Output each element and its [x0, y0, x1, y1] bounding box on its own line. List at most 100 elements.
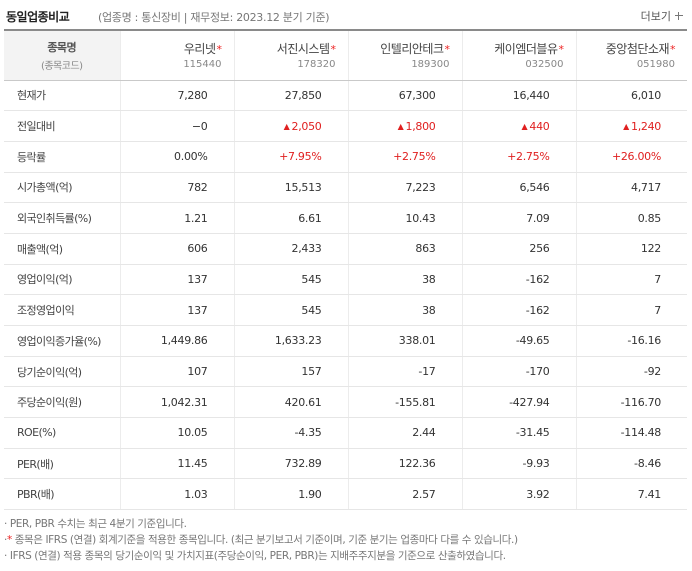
cell-value: 1,449.86 [119, 325, 234, 357]
more-label[interactable]: 더보기 [640, 10, 671, 23]
row-label: 외국인취득률(%) [4, 202, 120, 234]
section-title: 동일업종비교 [6, 10, 70, 24]
triangle-up-icon: ▲ [283, 121, 290, 131]
company-header: 중앙첨단소재* 051980 [575, 30, 687, 81]
cell-value: 7,223 [347, 172, 462, 204]
row-label: 현재가 [4, 80, 120, 112]
footnote-ifrs-text: 종목은 IFRS (연결) 회계기준을 적용한 종목입니다. (최근 분기보고서… [11, 534, 518, 546]
row-label: ROE(%) [4, 417, 120, 449]
cell-value: 137 [119, 294, 234, 326]
footnote-controlling: · IFRS (연결) 적용 종목의 당기순이익 및 가치지표(주당순이익, P… [4, 550, 506, 562]
company-code: 051980 [636, 59, 675, 71]
cell-value: +2.75% [347, 141, 462, 173]
cell-value: 545 [233, 264, 348, 296]
cell-value: ▲ 1,800 [347, 110, 462, 142]
cell-value: 2.44 [347, 417, 462, 449]
cell-value: -114.48 [575, 417, 687, 449]
cell-value: -92 [575, 356, 687, 388]
cell-value: -9.93 [461, 448, 576, 480]
company-name-link[interactable]: 인텔리안테크 [380, 42, 444, 57]
ifrs-star: * [670, 43, 676, 57]
footnote-ifrs: ·* 종목은 IFRS (연결) 회계기준을 적용한 종목입니다. (최근 분기… [4, 532, 688, 548]
table-row: 등락률 0.00% +7.95% +2.75% +2.75% +26.00% [4, 141, 687, 173]
company-code: 178320 [297, 59, 336, 71]
cell-value: 606 [119, 233, 234, 265]
cell-value: 7,280 [119, 80, 234, 112]
table-row: 전일대비 −0 ▲ 2,050 ▲ 1,800 ▲ 440 ▲ 1,240 [4, 110, 687, 142]
cell-value: 137 [119, 264, 234, 296]
row-label: PER(배) [4, 448, 120, 480]
plus-icon[interactable] [674, 11, 684, 21]
company-name-link[interactable]: 케이엠더블유 [494, 42, 558, 57]
table-row: PBR(배) 1.03 1.90 2.57 3.92 7.41 [4, 478, 687, 511]
cell-value: -155.81 [347, 386, 462, 419]
row-label: 주당순이익(원) [4, 386, 120, 419]
company-name-link[interactable]: 우리넷 [183, 42, 216, 57]
section-header: 동일업종비교 (업종명 : 통신장비 | 재무정보: 2023.12 분기 기준… [6, 6, 686, 24]
cell-value: -17 [347, 356, 462, 388]
row-label: 매출액(억) [4, 233, 120, 265]
cell-value: 16,440 [461, 80, 576, 112]
ifrs-star: * [444, 43, 451, 57]
cell-value: −0 [119, 110, 234, 142]
cell-value: 15,513 [233, 172, 348, 204]
peer-comparison-table: 종목명 (종목코드) 우리넷* 115440 서진시스템* 178320 인텔리… [4, 29, 687, 511]
table-header-row: 종목명 (종목코드) 우리넷* 115440 서진시스템* 178320 인텔리… [4, 30, 687, 81]
cell-value: -8.46 [575, 448, 687, 480]
cell-value: -162 [461, 264, 576, 296]
company-name-link[interactable]: 서진시스템 [276, 42, 330, 57]
company-code: 189300 [411, 59, 450, 71]
cell-value: ▲ 2,050 [233, 110, 348, 142]
cell-value: 38 [347, 264, 462, 296]
cell-value: 1.21 [119, 202, 234, 234]
cell-value: -162 [461, 294, 576, 326]
cell-value: 782 [119, 172, 234, 204]
company-header: 인텔리안테크* 189300 [347, 30, 462, 81]
cell-value: +2.75% [461, 141, 576, 173]
company-code: 115440 [183, 59, 222, 71]
cell-value: 863 [347, 233, 462, 265]
cell-value: 11.45 [119, 448, 234, 480]
cell-value: +26.00% [575, 141, 687, 173]
cell-value: 157 [233, 356, 348, 388]
cell-value: 1.90 [233, 478, 348, 511]
table-row: 조정영업이익 137 545 38 -162 7 [4, 294, 687, 326]
cell-value: 122.36 [347, 448, 462, 480]
company-header: 서진시스템* 178320 [233, 30, 348, 81]
stub-header-name: 종목명 [47, 40, 77, 54]
cell-value: 7.09 [461, 202, 576, 234]
stub-header: 종목명 (종목코드) [4, 30, 120, 81]
company-name-link[interactable]: 중앙첨단소재 [605, 42, 670, 57]
cell-value: 420.61 [233, 386, 348, 419]
cell-value: +7.95% [233, 141, 348, 173]
table-row: 당기순이익(억) 107 157 -17 -170 -92 [4, 356, 687, 388]
cell-value: 7 [575, 294, 687, 326]
cell-value: -49.65 [461, 325, 576, 357]
triangle-up-icon: ▲ [623, 121, 629, 131]
company-code: 032500 [525, 59, 564, 71]
ifrs-star: * [6, 534, 12, 546]
change-value: 2,050 [291, 119, 322, 133]
table-row: 매출액(억) 606 2,433 863 256 122 [4, 233, 687, 265]
row-label: 전일대비 [4, 110, 120, 142]
table-row: 외국인취득률(%) 1.21 6.61 10.43 7.09 0.85 [4, 202, 687, 234]
cell-value: 107 [119, 356, 234, 388]
cell-value: 10.05 [119, 417, 234, 449]
table-row: ROE(%) 10.05 -4.35 2.44 -31.45 -114.48 [4, 417, 687, 449]
ifrs-star: * [330, 43, 337, 57]
ifrs-star: * [558, 43, 565, 57]
table-row: 시가총액(억) 782 15,513 7,223 6,546 4,717 [4, 172, 687, 204]
change-value: 1,800 [405, 119, 436, 133]
row-label: 조정영업이익 [4, 294, 120, 326]
cell-value: 7.41 [575, 478, 687, 511]
cell-value: 122 [575, 233, 687, 265]
row-label: 시가총액(억) [4, 172, 120, 204]
cell-value: 6,010 [575, 80, 687, 112]
cell-value: 10.43 [347, 202, 462, 234]
cell-value: 38 [347, 294, 462, 326]
cell-value: 2.57 [347, 478, 462, 511]
cell-value: ▲ 440 [461, 110, 576, 142]
more-link[interactable]: 더보기 [641, 8, 684, 24]
table-row: PER(배) 11.45 732.89 122.36 -9.93 -8.46 [4, 448, 687, 480]
cell-value: -31.45 [461, 417, 576, 449]
